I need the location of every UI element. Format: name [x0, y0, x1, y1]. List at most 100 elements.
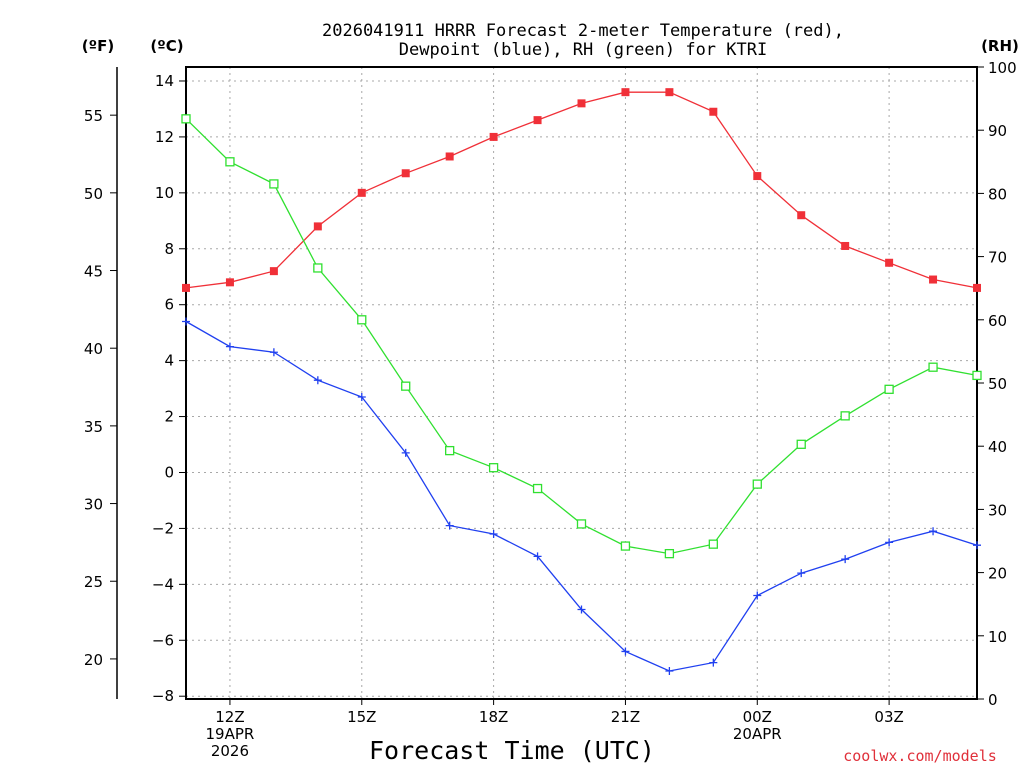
- rh-line: [185, 118, 978, 555]
- fahrenheit-tick-label: 30: [84, 496, 103, 514]
- rh-point: [357, 315, 367, 325]
- dewpoint-point: [533, 552, 542, 561]
- rh-point: [752, 479, 762, 489]
- x-tick-label: 12Z: [215, 708, 244, 726]
- dewpoint-point: [973, 541, 981, 550]
- temperature-point: [489, 132, 498, 141]
- temperature-point: [401, 169, 410, 178]
- rh-point: [488, 463, 499, 473]
- dewpoint-point: [885, 538, 894, 547]
- temperature-point: [533, 116, 542, 125]
- temperature-point: [621, 88, 630, 97]
- celsius-tick-label: 10: [155, 184, 174, 202]
- rh-tick-label: 100: [988, 59, 1017, 77]
- fahrenheit-unit-label: (ºF): [82, 37, 114, 55]
- x-tick-label: 20APR: [733, 725, 782, 743]
- rh-point: [972, 370, 982, 381]
- celsius-unit-label: (ºC): [150, 37, 183, 55]
- rh-tick-label: 70: [988, 249, 1007, 267]
- temperature-point: [665, 88, 674, 97]
- fahrenheit-tick-label: 25: [84, 573, 103, 591]
- fahrenheit-tick-label: 40: [84, 340, 103, 358]
- x-tick-label: 15Z: [347, 708, 376, 726]
- x-tick-label: 03Z: [874, 708, 903, 726]
- x-tick-label: 18Z: [479, 708, 508, 726]
- dewpoint-point: [577, 605, 586, 614]
- x-tick-label: 00Z: [743, 708, 772, 726]
- rh-point: [664, 548, 675, 559]
- x-tick-label: 21Z: [611, 708, 640, 726]
- rh-point: [620, 541, 631, 551]
- dewpoint-point: [182, 317, 190, 326]
- temperature-line: [185, 91, 978, 289]
- chart-title-line2: Dewpoint (blue), RH (green) for KTRI: [399, 40, 767, 60]
- celsius-tick-label: −2: [152, 519, 174, 537]
- rh-point: [840, 411, 850, 421]
- plot-frame: [185, 66, 978, 700]
- temperature-point: [929, 275, 938, 284]
- temperature-point: [885, 258, 894, 267]
- dewpoint-point: [929, 527, 938, 536]
- celsius-tick-label: 6: [164, 296, 174, 314]
- celsius-tick-label: −4: [152, 575, 174, 593]
- rh-point: [884, 384, 894, 394]
- rh-point: [796, 439, 806, 449]
- rh-tick-label: 60: [988, 312, 1007, 330]
- temperature-point: [445, 152, 454, 161]
- dewpoint-point: [225, 342, 234, 351]
- dewpoint-line: [185, 320, 978, 672]
- dewpoint-point: [445, 521, 454, 530]
- chart-title-line1: 2026041911 HRRR Forecast 2-meter Tempera…: [322, 21, 844, 41]
- fahrenheit-tick-label: 50: [84, 185, 103, 203]
- rh-point: [576, 519, 587, 529]
- rh-point: [269, 179, 279, 189]
- celsius-tick-label: 0: [164, 463, 174, 481]
- rh-unit-label: (RH): [981, 37, 1019, 55]
- temperature-point: [269, 267, 278, 276]
- celsius-tick-label: −6: [152, 631, 174, 649]
- fahrenheit-tick-label: 35: [84, 418, 103, 436]
- x-tick-label: 19APR: [206, 725, 255, 743]
- dewpoint-point: [753, 591, 762, 600]
- axes: [110, 66, 984, 705]
- celsius-tick-label: 14: [155, 72, 174, 90]
- rh-point: [928, 362, 938, 372]
- series-layer: [181, 88, 982, 676]
- celsius-tick-label: 8: [164, 240, 174, 258]
- x-tick-label: 2026: [211, 742, 249, 760]
- temperature-point: [357, 188, 366, 197]
- dewpoint-point: [665, 667, 674, 676]
- dewpoint-point: [313, 376, 322, 385]
- rh-tick-label: 90: [988, 122, 1007, 140]
- temperature-point: [753, 172, 762, 181]
- rh-tick-label: 80: [988, 185, 1007, 203]
- rh-point: [445, 445, 455, 456]
- dewpoint-point: [709, 658, 718, 667]
- celsius-tick-label: 12: [155, 128, 174, 146]
- fahrenheit-tick-label: 45: [84, 263, 103, 281]
- rh-point: [708, 539, 718, 549]
- temperature-point: [973, 283, 981, 292]
- temperature-point: [841, 241, 850, 250]
- dewpoint-point: [797, 569, 806, 578]
- rh-point: [401, 381, 411, 391]
- temperature-point: [709, 107, 718, 116]
- temperature-point: [225, 278, 234, 287]
- dewpoint-point: [841, 555, 850, 564]
- celsius-tick-label: 2: [164, 408, 174, 426]
- x-axis-label: Forecast Time (UTC): [369, 736, 655, 765]
- rh-tick-label: 40: [988, 438, 1007, 456]
- fahrenheit-tick-label: 55: [84, 107, 103, 125]
- fahrenheit-tick-label: 20: [84, 651, 103, 669]
- dewpoint-point: [357, 392, 366, 401]
- dewpoint-point: [489, 530, 498, 539]
- dewpoint-point: [621, 647, 630, 656]
- celsius-tick-label: −8: [152, 687, 174, 705]
- rh-tick-label: 50: [988, 375, 1007, 393]
- gridlines: [186, 67, 977, 699]
- celsius-tick-label: 4: [164, 352, 174, 370]
- temperature-point: [182, 283, 190, 292]
- rh-point: [225, 157, 235, 167]
- rh-point: [532, 483, 543, 494]
